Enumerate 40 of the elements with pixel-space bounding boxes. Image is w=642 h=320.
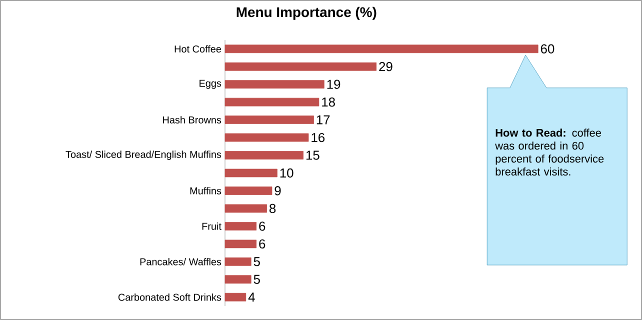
data-label: 5: [254, 274, 260, 284]
bar: [224, 292, 246, 302]
bar: [224, 204, 267, 213]
bar: [224, 116, 314, 124]
bar: [224, 275, 252, 284]
y-tick-label: Fruit: [202, 222, 222, 230]
chart-title: Menu Importance (%): [236, 6, 376, 20]
bar: [224, 44, 538, 54]
data-label: 6: [259, 222, 266, 231]
y-tick-label: Pancakes/ Waffles: [140, 258, 222, 266]
bar: [224, 186, 272, 195]
data-label: 5: [254, 257, 260, 266]
data-label: 8: [270, 204, 276, 214]
data-label: 29: [379, 62, 392, 72]
data-label: 18: [322, 97, 335, 107]
bar: [224, 257, 252, 266]
bar: [224, 222, 257, 230]
bar: [224, 168, 278, 178]
bar: [224, 151, 304, 160]
data-label: 15: [306, 150, 320, 160]
bar: [224, 80, 324, 89]
bar: [224, 98, 320, 106]
y-tick-label: Muffins: [190, 187, 222, 194]
data-label: 60: [540, 44, 554, 54]
annotation: How to Read: coffee was ordered in 60 percent of foodservice breakfast visits.: [495, 128, 604, 176]
data-label: 9: [274, 186, 281, 196]
y-tick-label: Eggs: [200, 80, 222, 89]
data-label: 6: [259, 239, 266, 249]
data-label: 19: [327, 80, 340, 89]
y-tick-label: Carbonated Soft Drinks: [118, 293, 222, 301]
y-tick-label: Hash Browns: [163, 116, 222, 124]
bar: [224, 62, 377, 71]
bar: [224, 133, 309, 142]
bar: [224, 240, 257, 248]
data-label: 16: [312, 132, 325, 142]
data-label: 17: [316, 115, 330, 124]
data-label: 4: [248, 292, 255, 302]
y-tick-label: Toast/ Sliced Bread/English Muffins: [66, 150, 222, 160]
data-label: 10: [280, 168, 294, 178]
y-tick-label: Hot Coffee: [174, 45, 222, 53]
